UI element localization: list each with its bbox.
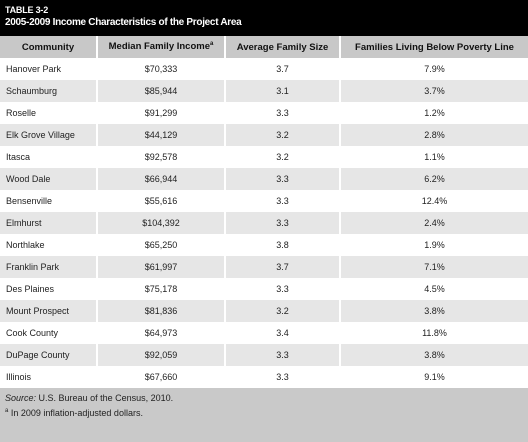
table-row: Schaumburg $85,944 3.1 3.7% (0, 80, 528, 102)
table-row: Roselle $91,299 3.3 1.2% (0, 102, 528, 124)
table-cell: $67,660 (96, 366, 225, 388)
table-cell: 3.8 (224, 234, 340, 256)
source-line: Source: U.S. Bureau of the Census, 2010. (5, 392, 523, 405)
table-cell: 12.4% (339, 190, 528, 212)
table-row: Illinois $67,660 3.3 9.1% (0, 366, 528, 388)
table-cell: 3.3 (224, 212, 340, 234)
column-header-text: Median Family Income (108, 41, 211, 53)
table-cell: 2.8% (339, 124, 528, 146)
table-body: Hanover Park $70,333 3.7 7.9% Schaumburg $85,… (0, 58, 528, 388)
table-cell: $81,836 (96, 300, 225, 322)
table-cell: 7.9% (339, 58, 528, 80)
table-cell: 7.1% (339, 256, 528, 278)
column-header: Community (0, 36, 97, 58)
table-cell: 4.5% (339, 278, 528, 300)
table-cell: 3.3 (224, 102, 340, 124)
table-title: 2005-2009 Income Characteristics of the … (5, 17, 242, 28)
column-note-marker: a (210, 41, 214, 48)
table-cell: Illinois (6, 372, 32, 382)
table-cell: 3.3 (224, 278, 340, 300)
table-cell: 1.9% (339, 234, 528, 256)
table-cell: Bensenville (6, 196, 53, 206)
note-marker: a (5, 408, 9, 414)
table-cell: $104,392 (96, 212, 225, 234)
table-row: Franklin Park $61,997 3.7 7.1% (0, 256, 528, 278)
table-cell: 9.1% (339, 366, 528, 388)
column-header: Median Family Incomea (96, 36, 225, 58)
table-cell: $65,250 (96, 234, 225, 256)
note-text: In 2009 inflation-adjusted dollars. (10, 408, 143, 418)
table-cell: 3.2 (224, 124, 340, 146)
table-cell: 3.2 (224, 146, 340, 168)
table-cell: 3.3 (224, 168, 340, 190)
table-cell: $92,578 (96, 146, 225, 168)
table-cell: 3.2 (224, 300, 340, 322)
table-cell: 1.1% (339, 146, 528, 168)
table-cell: 3.8% (339, 344, 528, 366)
column-header-text: Average Family Size (236, 41, 329, 53)
table-cell: Elk Grove Village (0, 124, 97, 146)
table-row: Bensenville $55,616 3.3 12.4% (0, 190, 528, 212)
column-header-text: Community (21, 41, 75, 53)
header-row: Community Median Family Incomea Average Fa… (0, 36, 528, 58)
data-table: Community Median Family Incomea Average Fa… (0, 36, 528, 388)
table-cell: DuPage County (0, 344, 97, 366)
table-cell: Hanover Park (6, 64, 62, 74)
table-cell: Elmhurst (0, 212, 97, 234)
table-cell: Des Plaines (6, 284, 55, 294)
column-header-text: Families Living Below Poverty Line (355, 41, 514, 53)
table-cell: 3.7 (224, 58, 340, 80)
table-cell: 3.3 (224, 190, 340, 212)
source-text: U.S. Bureau of the Census, 2010. (38, 393, 174, 403)
table-cell: 6.2% (339, 168, 528, 190)
table-cell: Schaumburg (0, 80, 97, 102)
table-row: Northlake $65,250 3.8 1.9% (0, 234, 528, 256)
note-line: a In 2009 inflation-adjusted dollars. (5, 405, 523, 420)
table-cell: $91,299 (96, 102, 225, 124)
table-cell: 3.4 (224, 322, 340, 344)
table-row: Hanover Park $70,333 3.7 7.9% (0, 58, 528, 80)
table-row: Elk Grove Village $44,129 3.2 2.8% (0, 124, 528, 146)
table-cell: $66,944 (96, 168, 225, 190)
column-header: Families Living Below Poverty Line (339, 36, 528, 58)
table-row: Wood Dale $66,944 3.3 6.2% (0, 168, 528, 190)
table-cell: Northlake (6, 240, 45, 250)
table-cell: $61,997 (96, 256, 225, 278)
table-cell: Franklin Park (0, 256, 97, 278)
table-cell: Mount Prospect (0, 300, 97, 322)
table-row: DuPage County $92,059 3.3 3.8% (0, 344, 528, 366)
table-cell: Roselle (6, 108, 37, 118)
table-cell: Itasca (6, 152, 31, 162)
table-cell: 3.7 (224, 256, 340, 278)
table-cell: 3.1 (224, 80, 340, 102)
table-cell: 3.3 (224, 344, 340, 366)
table-row: Itasca $92,578 3.2 1.1% (0, 146, 528, 168)
table-cell: $85,944 (96, 80, 225, 102)
table-cell: $70,333 (96, 58, 225, 80)
table-label: TABLE 3-2 (5, 5, 49, 15)
table-row: Mount Prospect $81,836 3.2 3.8% (0, 300, 528, 322)
column-header: Average Family Size (224, 36, 340, 58)
table-cell: $92,059 (96, 344, 225, 366)
table-cell: 11.8% (339, 322, 528, 344)
source-label: Source: (5, 393, 37, 403)
table-row: Elmhurst $104,392 3.3 2.4% (0, 212, 528, 234)
table-cell: 3.3 (224, 366, 340, 388)
table-cell: 3.8% (339, 300, 528, 322)
table-cell: 3.7% (339, 80, 528, 102)
table-cell: Wood Dale (0, 168, 97, 190)
table-footer: Source: U.S. Bureau of the Census, 2010.… (0, 388, 528, 442)
table-cell: $64,973 (96, 322, 225, 344)
table-cell: $44,129 (96, 124, 225, 146)
table-row: Cook County $64,973 3.4 11.8% (0, 322, 528, 344)
table-cell: Cook County (6, 328, 59, 338)
table-cell: $75,178 (96, 278, 225, 300)
table-cell: 2.4% (339, 212, 528, 234)
table-cell: $55,616 (96, 190, 225, 212)
table-row: Des Plaines $75,178 3.3 4.5% (0, 278, 528, 300)
table-cell: 1.2% (339, 102, 528, 124)
table-header: TABLE 3-2 2005-2009 Income Characteristi… (0, 0, 528, 36)
